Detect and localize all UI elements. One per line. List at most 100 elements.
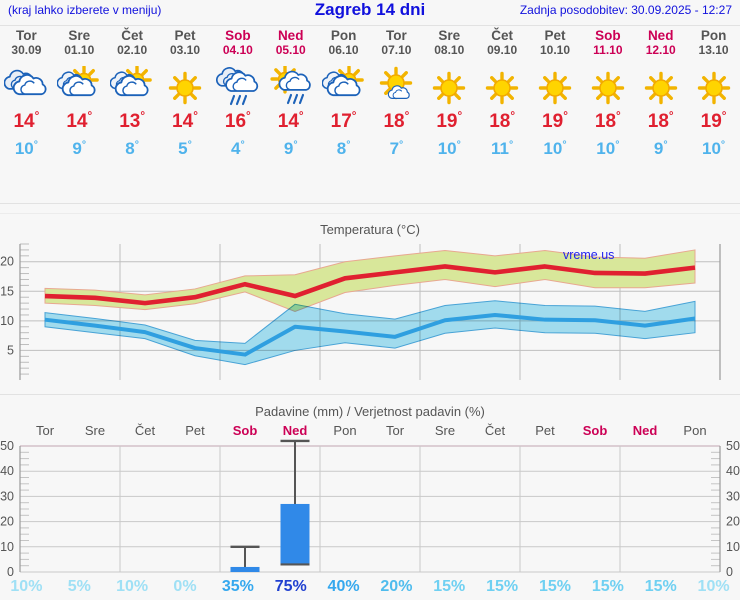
day-date: 30.09 (11, 43, 42, 57)
min-temperature-value: 9° (653, 138, 668, 158)
max-temperature-value: 14° (172, 110, 198, 133)
min-temperature-value: 5° (178, 138, 192, 158)
precipitation-probability-value: 40% (327, 578, 360, 595)
page-header: (kraj lahko izberete v meniju) Zagreb 14… (0, 0, 740, 24)
location-hint: (kraj lahko izberete v meniju) (8, 3, 162, 17)
precipitation-probability-value: 15% (591, 578, 624, 595)
svg-text:Pon: Pon (333, 423, 356, 438)
day-name: Čet (121, 28, 143, 43)
day-header-6[interactable]: Pon 06.10 (317, 28, 370, 57)
max-temperature-value: 19° (542, 110, 568, 133)
day-header-11[interactable]: Sob 11.10 (581, 28, 634, 57)
svg-text:Tor: Tor (386, 423, 405, 438)
max-temperature-value: 19° (436, 110, 463, 133)
day-name: Pet (174, 28, 196, 43)
precipitation-probability-value: 20% (380, 578, 413, 595)
max-temperature-row: 14° 14° 13° 14° 16° 14° 17° 18° 19° 18° 19° 18° 18° 1… (0, 110, 740, 138)
svg-text:Sre: Sre (435, 423, 455, 438)
precipitation-probability-value: 15% (486, 578, 519, 595)
precipitation-probability-value: 35% (221, 578, 254, 595)
min-temperature-value: 11° (491, 138, 514, 158)
min-temperature-value: 9° (72, 138, 87, 158)
day-header-0[interactable]: Tor 30.09 (0, 28, 53, 57)
precipitation-probability-value: 15% (433, 578, 466, 595)
min-temperature-value: 4° (231, 138, 245, 158)
svg-text:20: 20 (0, 255, 14, 269)
day-header-9[interactable]: Čet 09.10 (476, 28, 529, 57)
max-temperature-value: 18° (647, 110, 674, 133)
day-name: Sre (438, 28, 461, 43)
day-header-3[interactable]: Pet 03.10 (159, 28, 212, 57)
sunny-icon (159, 66, 212, 110)
svg-text:0: 0 (7, 565, 14, 578)
max-temperature-value: 14° (66, 110, 93, 133)
svg-text:40: 40 (0, 464, 14, 478)
day-date: 11.10 (593, 43, 623, 57)
sunny-icon (581, 66, 634, 110)
day-header-12[interactable]: Ned 12.10 (634, 28, 687, 57)
day-name: Tor (16, 28, 37, 43)
day-date: 04.10 (222, 43, 253, 57)
svg-text:10: 10 (0, 540, 14, 554)
svg-text:Pet: Pet (185, 423, 205, 438)
precipitation-chart-title: Padavine (mm) / Verjetnost padavin (%) (255, 404, 485, 419)
svg-text:5: 5 (7, 343, 14, 357)
min-temperature-row: 10° 9° 8° 5° 4° 9° 8° 7° 10° 11° 10° 10° 9° 10° (0, 138, 740, 164)
max-temperature-value: 18° (383, 110, 410, 133)
max-temperature-value: 18° (594, 110, 621, 133)
max-temperature-value: 18° (489, 110, 516, 133)
max-temperature-value: 16° (224, 110, 251, 133)
day-name: Tor (386, 28, 407, 43)
partly-sunny-icon (53, 66, 106, 110)
day-header-8[interactable]: Sre 08.10 (423, 28, 476, 57)
svg-text:Pon: Pon (683, 423, 706, 438)
day-date: 07.10 (381, 43, 412, 57)
day-date: 02.10 (117, 43, 148, 57)
max-temperature-value: 17° (330, 110, 357, 133)
day-date: 05.10 (275, 43, 306, 57)
max-temperature-value: 19° (700, 110, 727, 133)
min-temperature-value: 10° (543, 138, 567, 158)
min-temperature-value: 9° (283, 138, 298, 158)
svg-text:Sob: Sob (233, 423, 258, 438)
rain-icon (211, 66, 264, 110)
svg-text:10: 10 (726, 540, 740, 554)
min-temperature-value: 7° (389, 138, 404, 158)
precipitation-probability-value: 0% (173, 578, 197, 595)
day-header-10[interactable]: Pet 10.10 (529, 28, 582, 57)
day-name: Pet (544, 28, 566, 43)
precipitation-probability-value: 10% (116, 578, 149, 595)
min-temperature-value: 10° (437, 138, 461, 158)
day-header-2[interactable]: Čet 02.10 (106, 28, 159, 57)
day-header-7[interactable]: Tor 07.10 (370, 28, 423, 57)
precipitation-probability-value: 15% (538, 578, 571, 595)
precipitation-probability-row: 10% 5% 10% 0% 35% 75% 40% 20% 15% 15% 15% 15% 15% 10% (0, 578, 740, 600)
svg-text:0: 0 (726, 565, 733, 578)
day-header-4[interactable]: Sob 04.10 (211, 28, 264, 57)
max-temperature-value: 14° (277, 110, 304, 133)
day-date: 12.10 (645, 43, 676, 57)
day-header-1[interactable]: Sre 01.10 (53, 28, 106, 57)
day-header-13[interactable]: Pon 13.10 (687, 28, 740, 57)
day-header-strip: Tor 30.09 Sre 01.10 Čet 02.10 Pet 03.10 Sob 04.10… (0, 28, 740, 68)
max-temperature-value: 14° (13, 110, 40, 133)
temperature-chart-title: Temperatura (°C) (320, 222, 420, 237)
precipitation-probability-value: 5% (67, 578, 91, 595)
svg-text:Tor: Tor (36, 423, 55, 438)
partly-sunny-icon (106, 66, 159, 110)
day-date: 06.10 (328, 43, 359, 57)
partly-sunny-icon (317, 66, 370, 110)
svg-text:20: 20 (0, 515, 14, 529)
cloudy-icon (0, 66, 53, 110)
day-date: 13.10 (698, 43, 729, 57)
day-header-5[interactable]: Ned 05.10 (264, 28, 317, 57)
page-title: Zagreb 14 dni (314, 0, 426, 19)
header-divider (0, 25, 740, 26)
svg-text:Pet: Pet (535, 423, 555, 438)
last-update: Zadnja posodobitev: 30.09.2025 - 12:27 (519, 3, 732, 17)
precipitation-chart: Tor Sre Čet Pet Sob Ned Pon Tor Sre Čet Pet Sob Ned P… (0, 422, 740, 578)
day-name: Pon (330, 28, 357, 43)
min-temperature-value: 10° (596, 138, 620, 158)
sun-small-cloud-icon (370, 66, 423, 110)
min-temperature-value: 8° (336, 138, 351, 158)
